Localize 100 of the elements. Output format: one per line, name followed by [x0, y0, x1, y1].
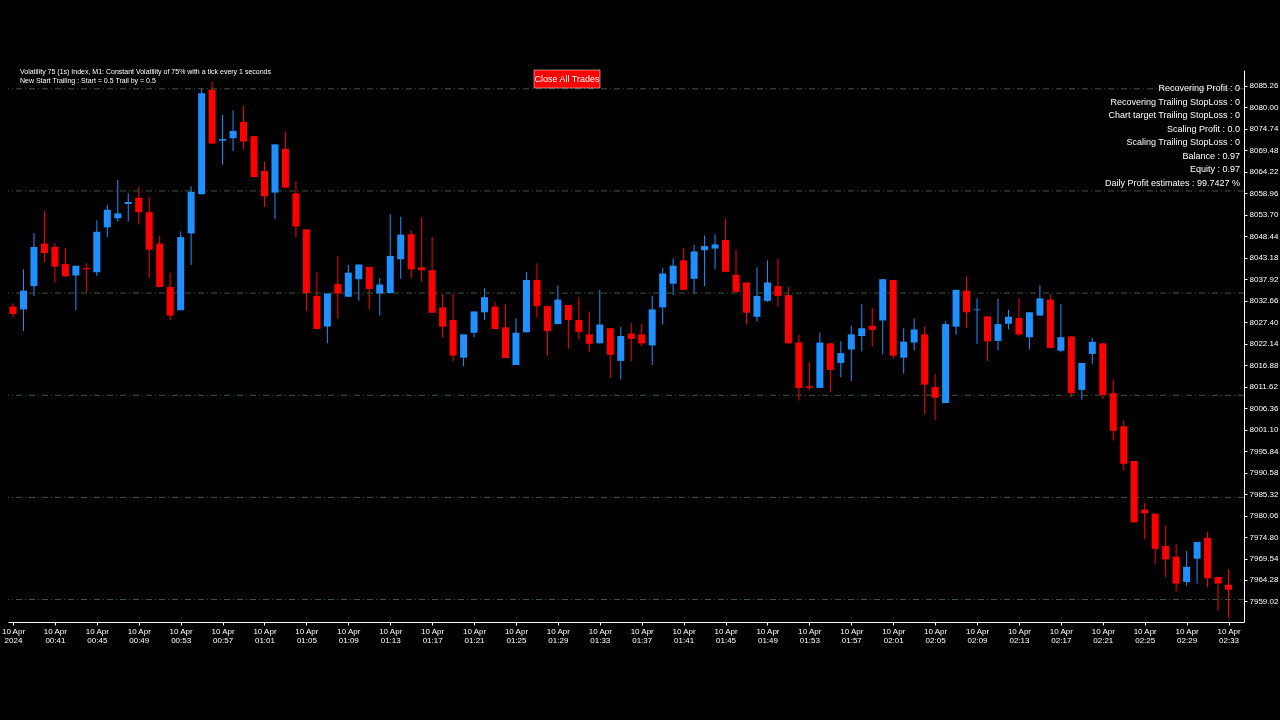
- y-tick-label: 8048.44: [1249, 231, 1279, 241]
- candlestick: [40, 210, 48, 263]
- candlestick: [753, 266, 761, 323]
- candlestick: [805, 361, 813, 391]
- y-tick-label: 7969.54: [1249, 554, 1279, 564]
- candlestick: [585, 310, 593, 353]
- y-tick-label: 7980.06: [1249, 511, 1279, 521]
- y-tick-label: 8032.66: [1249, 296, 1279, 306]
- x-tick-label: 10 Apr 02:17: [1049, 626, 1074, 645]
- x-tick-label: 10 Apr 02:09: [965, 626, 990, 645]
- candlestick: [973, 297, 981, 345]
- candlestick: [9, 302, 17, 319]
- candlestick: [868, 307, 876, 347]
- candlestick: [51, 242, 59, 283]
- x-tick-label: 10 Apr 01:13: [379, 626, 403, 645]
- candlestick: [1036, 284, 1044, 317]
- y-tick-label: 7990.58: [1249, 468, 1279, 478]
- y-tick-label: 7959.02: [1249, 596, 1279, 606]
- annotation: Balance : 0.97: [1182, 150, 1240, 161]
- candlestick: [103, 204, 111, 238]
- x-tick-label: 10 Apr 00:49: [127, 626, 152, 645]
- candlestick: [774, 257, 782, 308]
- candlestick: [847, 325, 855, 382]
- candlestick: [1183, 550, 1191, 587]
- y-tick-label: 7995.84: [1249, 446, 1279, 456]
- y-tick-label: 7964.28: [1249, 575, 1279, 585]
- candlestick: [365, 266, 373, 310]
- candlestick: [1057, 303, 1065, 353]
- y-tick-label: 7985.32: [1249, 489, 1279, 499]
- candlestick: [1088, 337, 1096, 365]
- y-tick-label: 7974.80: [1249, 532, 1279, 542]
- annotation: Recovering Trailing StopLoss : 0: [1110, 96, 1240, 107]
- candlestick: [669, 257, 677, 296]
- x-tick-label: 10 Apr 00:41: [43, 626, 68, 645]
- candlestick: [575, 296, 583, 341]
- x-tick-label: 10 Apr 01:53: [798, 626, 822, 645]
- candlestick: [491, 301, 499, 330]
- x-tick-label: 10 Apr 01:57: [840, 626, 864, 645]
- x-tick-label: 10 Apr 02:21: [1091, 626, 1116, 645]
- annotation: Chart target Trailing StopLoss : 0: [1108, 110, 1240, 120]
- candlestick: [124, 192, 132, 223]
- candlestick: [900, 327, 908, 375]
- candlestick: [931, 373, 939, 421]
- candlestick: [596, 289, 604, 344]
- candlestick: [711, 233, 719, 270]
- candlestick: [732, 249, 740, 293]
- y-tick-label: 8016.88: [1249, 360, 1279, 370]
- x-tick-label: 10 Apr 02:05: [924, 626, 948, 645]
- x-tick-label: 10 Apr 01:33: [588, 626, 613, 645]
- candlestick: [61, 247, 69, 278]
- y-tick-label: 8053.70: [1249, 210, 1279, 220]
- y-tick-label: 8043.18: [1249, 253, 1279, 263]
- candlestick: [1015, 297, 1023, 337]
- candlestick: [334, 255, 342, 319]
- y-tick-label: 8085.26: [1249, 81, 1279, 91]
- candlestick: [240, 105, 248, 150]
- candlestick: [481, 287, 489, 321]
- candlestick: [1004, 309, 1012, 330]
- y-tick-label: 8022.14: [1249, 339, 1279, 349]
- y-tick-label: 8058.96: [1249, 188, 1279, 198]
- candlestick: [19, 268, 27, 332]
- y-tick-label: 8074.74: [1249, 124, 1279, 134]
- candlestick: [763, 259, 771, 303]
- x-tick-label: 10 Apr 02:29: [1175, 626, 1199, 645]
- x-tick-label: 10 Apr 02:33: [1217, 626, 1241, 645]
- candlestick: [627, 322, 635, 362]
- annotation: Recovering Profit : 0: [1158, 83, 1240, 93]
- candlestick: [135, 186, 143, 225]
- candlestick: [460, 333, 468, 367]
- y-tick-label: 8080.00: [1249, 102, 1279, 112]
- candlestick: [1162, 525, 1170, 578]
- x-tick-label: 10 Apr 02:25: [1133, 626, 1158, 645]
- annotation: Scaling Trailing StopLoss : 0: [1126, 137, 1240, 147]
- x-tick-label: 10 Apr 01:41: [672, 626, 697, 645]
- candlestick: [355, 263, 363, 302]
- x-tick-label: 10 Apr 01:17: [421, 626, 445, 645]
- x-tick-label: 10 Apr 01:01: [253, 626, 277, 645]
- y-tick-label: 8064.22: [1249, 167, 1279, 177]
- x-tick-label: 10 Apr 01:21: [462, 626, 487, 645]
- candlestick: [219, 114, 227, 166]
- x-tick-label: 10 Apr 00:57: [211, 626, 235, 645]
- y-tick-label: 8006.36: [1249, 403, 1279, 413]
- candlestick: [72, 265, 80, 311]
- x-tick-label: 10 Apr 01:05: [295, 626, 319, 645]
- x-tick-label: 10 Apr 2024: [1, 626, 26, 645]
- candlestick: [910, 317, 918, 351]
- y-tick-label: 8037.92: [1249, 274, 1279, 284]
- candlestick: [439, 293, 447, 339]
- candlestick: [638, 323, 646, 347]
- candlestick: [837, 340, 845, 378]
- candlestick: [994, 298, 1002, 351]
- candlestick: [114, 179, 122, 223]
- y-tick-label: 8001.10: [1249, 425, 1279, 435]
- annotation: Equity : 0.97: [1189, 164, 1240, 174]
- candlestick: [1214, 576, 1222, 612]
- annotation: Close All Trades: [534, 74, 601, 84]
- x-tick-label: 10 Apr 01:49: [756, 626, 780, 645]
- x-tick-label: 10 Apr 02:01: [882, 626, 906, 645]
- x-tick-label: 10 Apr 01:45: [714, 626, 738, 645]
- x-tick-label: 10 Apr 00:45: [85, 626, 110, 645]
